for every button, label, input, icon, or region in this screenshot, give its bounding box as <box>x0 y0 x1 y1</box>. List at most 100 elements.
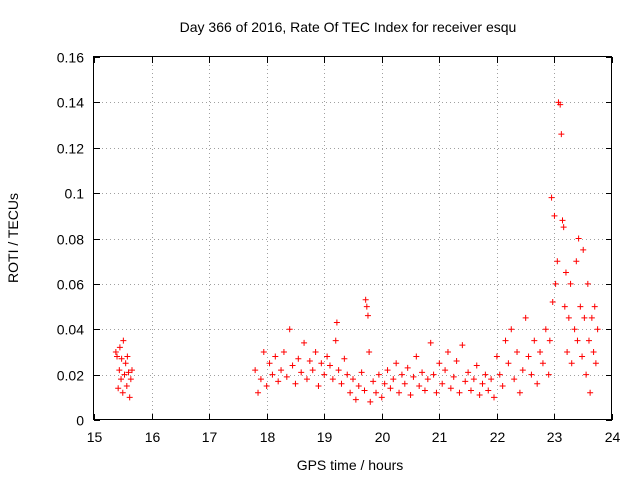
data-point <box>350 376 356 383</box>
data-point <box>560 224 567 231</box>
data-point <box>373 389 380 396</box>
data-point <box>567 280 574 287</box>
data-point <box>571 326 578 333</box>
data-point <box>470 376 477 383</box>
data-point <box>364 312 371 319</box>
x-tick-label: 16 <box>145 429 161 445</box>
y-tick-label: 0.12 <box>57 141 84 157</box>
data-point <box>393 360 400 367</box>
data-point <box>581 314 588 321</box>
data-point <box>280 348 287 355</box>
data-point <box>587 389 594 396</box>
data-point <box>430 371 437 378</box>
x-axis-label: GPS time / hours <box>297 457 404 473</box>
data-point <box>404 364 411 371</box>
data-point <box>278 367 285 374</box>
data-point <box>401 380 408 387</box>
data-point <box>126 394 133 401</box>
data-point <box>590 348 597 355</box>
data-point <box>421 387 428 394</box>
y-tick-label: 0.04 <box>57 322 84 338</box>
x-tick-label: 24 <box>605 429 621 445</box>
data-point <box>499 382 506 389</box>
chart-title: Day 366 of 2016, Rate Of TEC Index for r… <box>180 19 517 35</box>
y-tick-label: 0.1 <box>65 186 85 202</box>
data-point <box>119 389 126 396</box>
data-point <box>329 376 336 383</box>
x-tick-label: 18 <box>260 429 276 445</box>
data-point <box>255 389 262 396</box>
data-point <box>252 367 259 374</box>
data-point <box>436 360 443 367</box>
data-point <box>551 212 558 219</box>
data-point <box>321 371 328 378</box>
data-point <box>266 360 273 367</box>
data-point <box>378 394 385 401</box>
data-point <box>375 371 382 378</box>
data-point <box>263 382 270 389</box>
data-point <box>427 339 434 346</box>
data-point <box>575 235 582 242</box>
data-point <box>522 314 529 321</box>
data-point <box>361 387 368 394</box>
data-point <box>424 376 431 383</box>
data-point <box>444 348 451 355</box>
data-point <box>442 367 449 374</box>
x-tick-label: 21 <box>432 429 448 445</box>
y-tick-label: 0.16 <box>57 50 84 66</box>
data-point <box>491 394 498 401</box>
data-point <box>338 380 345 387</box>
data-point <box>318 360 325 367</box>
data-point <box>537 348 544 355</box>
data-point <box>124 353 131 360</box>
data-point <box>525 353 532 360</box>
data-point <box>583 371 590 378</box>
data-point <box>465 369 472 376</box>
data-point <box>398 371 405 378</box>
data-point <box>115 385 122 392</box>
y-tick-label: 0.02 <box>57 368 84 384</box>
data-point <box>561 303 568 310</box>
data-point <box>366 348 373 355</box>
data-point <box>116 344 123 351</box>
data-point <box>584 280 591 287</box>
data-point <box>370 378 377 385</box>
data-point <box>295 355 302 362</box>
data-point <box>341 355 348 362</box>
data-point <box>545 371 552 378</box>
x-tick-label: 15 <box>87 429 103 445</box>
data-point <box>488 376 495 383</box>
data-point <box>118 355 125 362</box>
data-point <box>367 398 374 405</box>
data-point <box>324 353 331 360</box>
data-point <box>283 373 290 380</box>
data-point <box>557 101 564 108</box>
data-point <box>125 369 132 376</box>
data-point <box>260 348 267 355</box>
y-tick-label: 0 <box>76 413 84 429</box>
data-point <box>585 337 592 344</box>
data-point <box>577 303 584 310</box>
x-tick-label: 23 <box>547 429 563 445</box>
data-point <box>496 371 503 378</box>
data-point <box>384 367 391 374</box>
data-point <box>352 396 359 403</box>
data-point <box>476 392 483 399</box>
data-point <box>549 299 556 306</box>
data-point <box>539 360 546 367</box>
data-point <box>355 382 362 389</box>
data-point <box>588 314 595 321</box>
data-point <box>462 378 469 385</box>
data-point <box>419 369 426 376</box>
data-point <box>594 326 601 333</box>
data-point <box>493 353 500 360</box>
data-point <box>116 367 123 374</box>
data-point <box>511 376 518 383</box>
data-point <box>473 362 480 369</box>
data-point <box>574 337 581 344</box>
data-point <box>289 362 296 369</box>
data-point <box>559 217 566 224</box>
data-point <box>309 367 316 374</box>
data-point <box>528 371 535 378</box>
